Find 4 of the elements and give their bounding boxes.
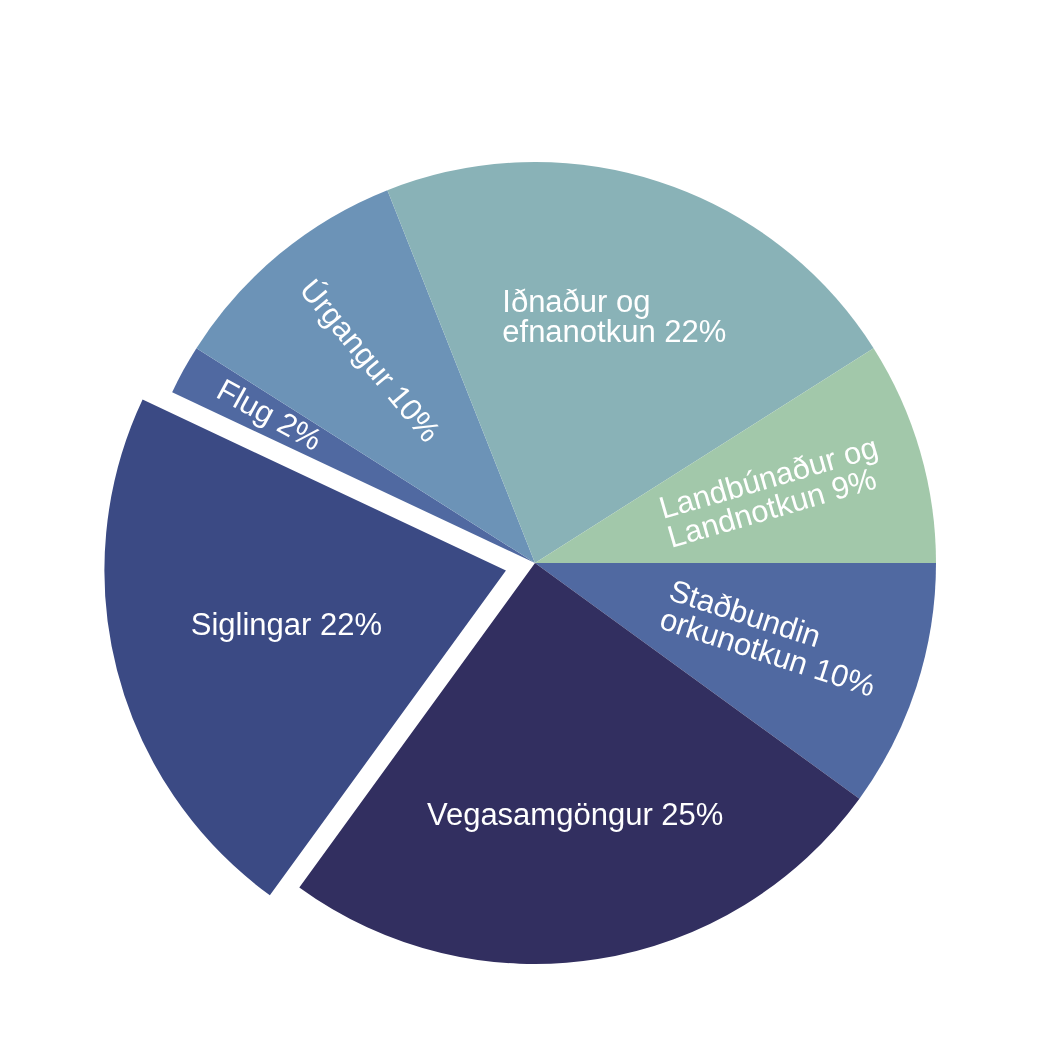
slice-label: Flug 2% <box>211 372 328 458</box>
slice-label: Siglingar 22% <box>190 607 383 643</box>
slice-label: Vegasamgöngur 25% <box>426 797 724 833</box>
slice-label: Iðnaður og efnanotkun 22% <box>502 284 727 350</box>
